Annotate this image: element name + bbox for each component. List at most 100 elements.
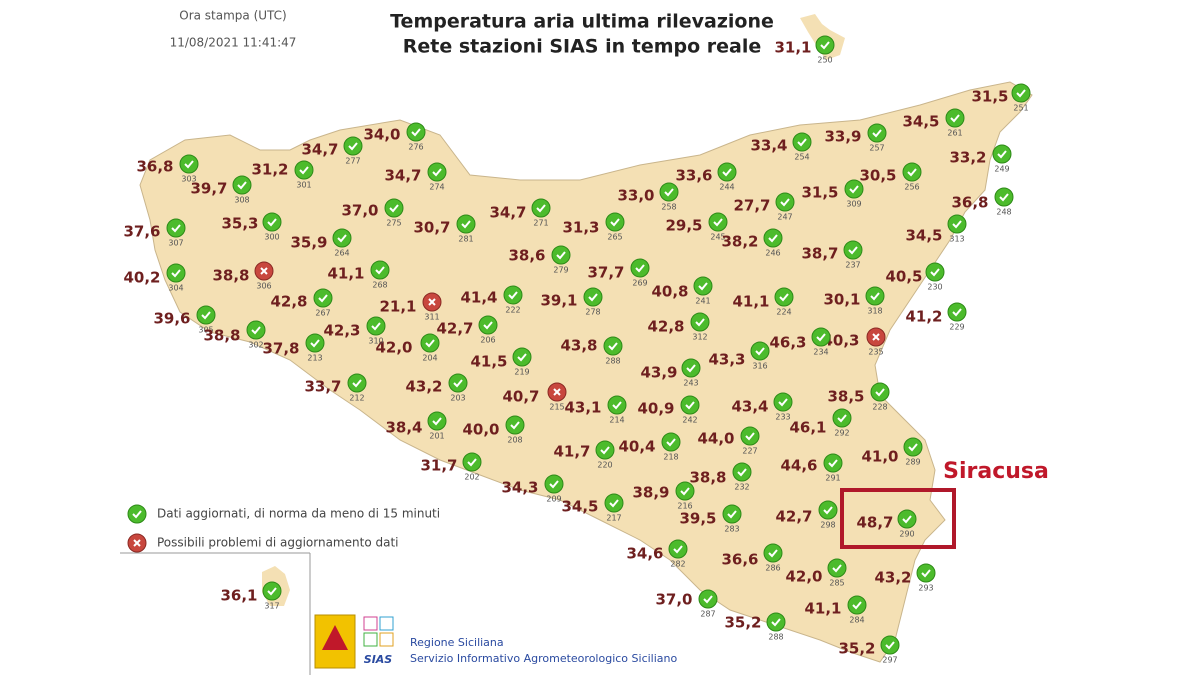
- station: 265 31,3: [562, 212, 625, 242]
- icon-ok: [544, 474, 564, 494]
- icon-circle: [774, 287, 794, 307]
- station-id: 218: [663, 453, 678, 462]
- icon-circle: [763, 228, 783, 248]
- icon-circle: [992, 144, 1012, 164]
- icon-circle: [332, 228, 352, 248]
- icon-ok: [717, 162, 737, 182]
- station-temp: 40,7: [502, 388, 539, 406]
- icon-symbol: [908, 443, 918, 452]
- station-id: 288: [768, 633, 783, 642]
- icon-circle: [681, 358, 701, 378]
- logo-box: [363, 616, 378, 631]
- station: 244 33,6: [675, 162, 737, 192]
- station: 242 40,9: [637, 395, 700, 425]
- station: 215 40,7: [502, 382, 567, 412]
- station-id: 313: [949, 235, 964, 244]
- icon-symbol: [771, 618, 781, 627]
- station: 269 37,7: [587, 258, 650, 288]
- station-temp: 37,0: [341, 202, 378, 220]
- icon-circle: [823, 453, 843, 473]
- icon-symbol: [713, 218, 723, 227]
- icon-circle: [775, 192, 795, 212]
- station: 284 41,1: [804, 595, 867, 625]
- icon-circle: [406, 122, 426, 142]
- station-id: 306: [256, 282, 271, 291]
- station-temp: 31,5: [801, 184, 838, 202]
- station: 237 38,7: [801, 240, 863, 270]
- icon-symbol: [432, 168, 442, 177]
- station-id: 277: [345, 157, 360, 166]
- station-temp: 35,9: [290, 234, 327, 252]
- station-id: 229: [949, 323, 964, 332]
- station-id: 283: [724, 525, 739, 534]
- station-id: 301: [296, 181, 311, 190]
- icon-ok: [870, 382, 890, 402]
- icon-circle: [531, 198, 551, 218]
- station: 301 31,2: [251, 160, 314, 190]
- print-time: 11/08/2021 11:41:47: [170, 36, 297, 50]
- icon-symbol: [267, 218, 277, 227]
- icon-circle: [994, 187, 1014, 207]
- icon-symbol: [371, 322, 381, 331]
- icon-ok: [818, 500, 838, 520]
- icon-circle: [773, 392, 793, 412]
- station-id: 309: [846, 200, 861, 209]
- station-id: 284: [849, 616, 864, 625]
- station: 271 34,7: [489, 198, 551, 228]
- title: Rete stazioni SIAS in tempo reale: [403, 36, 762, 58]
- icon-ok: [827, 558, 847, 578]
- icon-circle: [680, 395, 700, 415]
- highlight-label: Siracusa: [943, 459, 1049, 484]
- station-id: 243: [683, 379, 698, 388]
- station-id: 251: [1013, 104, 1028, 113]
- station-id: 268: [372, 281, 387, 290]
- station: 305 39,6: [153, 305, 216, 335]
- stations: 250 31,1 251 31,5 261 34,5 257 33,9 254 33,4 249 33…: [123, 35, 1031, 665]
- icon-circle: [166, 218, 186, 238]
- icon-circle: [690, 312, 710, 332]
- icon-circle: [811, 327, 831, 347]
- icon-ok: [427, 162, 447, 182]
- icon-ok: [583, 287, 603, 307]
- icon-symbol: [666, 438, 676, 447]
- icon-ok: [792, 132, 812, 152]
- icon-symbol: [950, 114, 960, 123]
- icon-circle: [903, 437, 923, 457]
- icon-circle: [675, 481, 695, 501]
- icon-symbol: [467, 458, 477, 467]
- station: 245 29,5: [665, 212, 728, 242]
- icon-circle: [427, 162, 447, 182]
- station-temp: 40,0: [462, 421, 499, 439]
- icon-symbol: [885, 641, 895, 650]
- icon-ok: [708, 212, 728, 232]
- station-temp: 38,8: [212, 267, 249, 285]
- icon-circle: [698, 589, 718, 609]
- station-id: 233: [775, 413, 790, 422]
- icon-circle: [544, 474, 564, 494]
- station-temp: 38,2: [721, 233, 758, 251]
- station-temp: 35,2: [838, 640, 875, 658]
- station-temp: 42,8: [647, 318, 684, 336]
- station-id: 304: [168, 284, 183, 293]
- icon-ok: [595, 440, 615, 460]
- icon-symbol: [610, 218, 620, 227]
- station-temp: 46,3: [769, 334, 806, 352]
- station: 285 42,0: [785, 558, 847, 588]
- icon-ok: [478, 315, 498, 335]
- icon-ok: [675, 481, 695, 501]
- icon-symbol: [461, 220, 471, 229]
- icon-circle: [427, 411, 447, 431]
- station: 289 41,0: [861, 437, 923, 467]
- station-id: 311: [424, 313, 439, 322]
- station-id: 247: [777, 213, 792, 222]
- station-temp: 33,7: [304, 378, 341, 396]
- icon-symbol: [823, 506, 833, 515]
- station: 304 40,2: [123, 263, 186, 293]
- station: 288 43,8: [560, 336, 623, 366]
- icon-circle: [947, 214, 967, 234]
- station: 267 42,8: [270, 288, 333, 318]
- station: 258 33,0: [617, 182, 679, 212]
- icon-ok: [262, 212, 282, 232]
- station-id: 227: [742, 447, 757, 456]
- station-temp: 34,7: [301, 141, 338, 159]
